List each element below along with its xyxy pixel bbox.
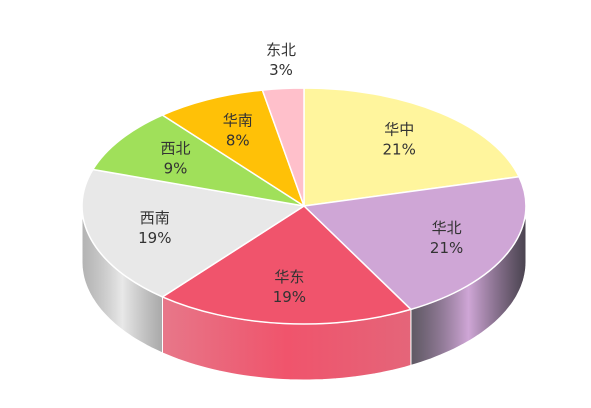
- pie-label-华南: 华南 8%: [223, 111, 253, 149]
- pie-label-value: 8%: [226, 131, 250, 149]
- pie-labels: 华中 21% 华北 21% 华东 19% 西南 19% 西北 9% 华南 8% 东北 3%: [138, 41, 463, 306]
- pie-slice-东北[interactable]: [261, 87, 305, 207]
- pie-slice-华东[interactable]: [160, 205, 413, 325]
- pie-label-name: 华北: [432, 219, 462, 237]
- pie-slice-西北[interactable]: [91, 114, 305, 207]
- pie-label-name: 西北: [160, 140, 190, 158]
- pie-label-value: 3%: [269, 61, 293, 79]
- pie-slice-华北[interactable]: [302, 175, 527, 311]
- pie-label-value: 21%: [383, 141, 416, 159]
- pie-label-name: 东北: [266, 41, 296, 59]
- pie-label-东北: 东北 3%: [266, 41, 296, 79]
- pie-slice-华南[interactable]: [160, 89, 306, 208]
- pie-label-华东: 华东 19%: [273, 268, 306, 306]
- pie-label-西南: 西南 19%: [138, 209, 171, 247]
- pie-label-value: 21%: [430, 239, 463, 257]
- pie-label-name: 华中: [384, 121, 414, 139]
- pie-label-value: 19%: [273, 288, 306, 306]
- pie-label-name: 华东: [274, 268, 304, 286]
- pie-label-value: 9%: [164, 160, 188, 178]
- pie-label-name: 西南: [140, 209, 170, 227]
- pie-label-华北: 华北 21%: [430, 219, 463, 257]
- pie-slice-西南[interactable]: [81, 168, 307, 298]
- pie-slice-华中[interactable]: [303, 87, 521, 207]
- pie-slices: [81, 87, 527, 325]
- pie-label-value: 19%: [138, 229, 171, 247]
- pie-label-name: 华南: [223, 111, 253, 129]
- pie-label-华中: 华中 21%: [383, 121, 416, 159]
- pie-label-西北: 西北 9%: [160, 140, 190, 178]
